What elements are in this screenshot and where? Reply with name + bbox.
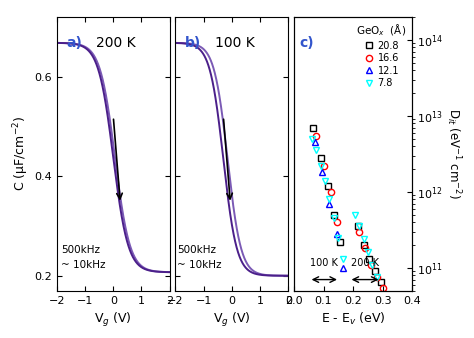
Text: 100 K: 100 K — [310, 258, 337, 268]
Y-axis label: D$_{it}$ (eV$^{-1}$ cm$^{-2}$): D$_{it}$ (eV$^{-1}$ cm$^{-2}$) — [444, 108, 463, 199]
Text: ~ 10kHz: ~ 10kHz — [177, 260, 221, 270]
X-axis label: V$_g$ (V): V$_g$ (V) — [213, 311, 251, 329]
X-axis label: E - E$_v$ (eV): E - E$_v$ (eV) — [321, 311, 385, 327]
Y-axis label: C (μF/cm$^{-2}$): C (μF/cm$^{-2}$) — [12, 116, 31, 191]
Text: 200 K: 200 K — [351, 258, 379, 268]
Text: 500kHz: 500kHz — [61, 245, 100, 255]
Text: ~ 10kHz: ~ 10kHz — [61, 260, 106, 270]
Text: 200 K: 200 K — [96, 36, 136, 50]
Text: c): c) — [300, 36, 314, 50]
Text: a): a) — [66, 36, 82, 50]
Text: b): b) — [184, 36, 201, 50]
Text: 500kHz: 500kHz — [177, 245, 216, 255]
Legend: 20.8, 16.6, 12.1, 7.8: 20.8, 16.6, 12.1, 7.8 — [356, 22, 408, 89]
X-axis label: V$_g$ (V): V$_g$ (V) — [94, 311, 132, 329]
Text: 100 K: 100 K — [215, 36, 255, 50]
